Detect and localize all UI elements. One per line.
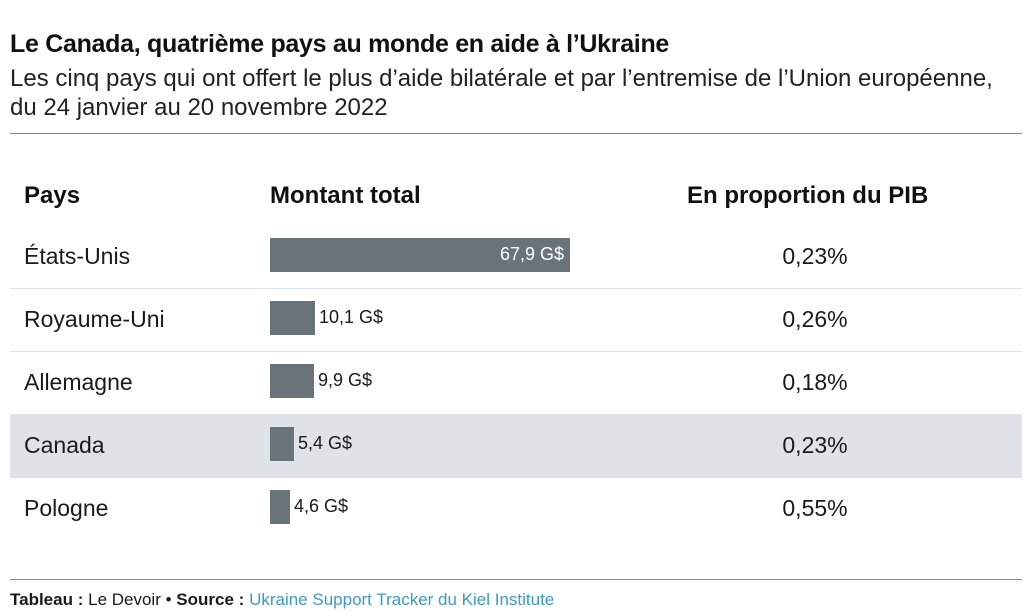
country-label: Pologne: [24, 495, 109, 521]
amount-bar: [270, 364, 314, 398]
data-table: Pays Montant total En proportion du PIB …: [10, 168, 1022, 540]
country-label: Canada: [24, 432, 105, 458]
amount-label: 10,1 G$: [319, 307, 384, 327]
footer-source-label: Source :: [176, 590, 245, 609]
amount-label: 5,4 G$: [298, 433, 353, 453]
footer-separator: •: [165, 590, 172, 609]
table-header: Pays Montant total En proportion du PIB: [10, 168, 1022, 226]
footer-table-value: Le Devoir: [88, 590, 161, 609]
table-row: Royaume-Uni 10,1 G$ 0,26%: [10, 289, 1022, 352]
table-body: États-Unis 67,9 G$ 0,23% Royaume-Uni 10,1 G$…: [10, 226, 1022, 540]
gdp-share-value: 0,55%: [782, 495, 848, 521]
footer: Tableau : Le Devoir • Source : Ukraine S…: [10, 590, 554, 610]
top-divider: [10, 133, 1022, 134]
amount-label: 67,9 G$: [499, 244, 564, 264]
amount-label: 9,9 G$: [318, 370, 373, 390]
amount-bar: [270, 301, 315, 335]
footer-table-label: Tableau :: [10, 590, 84, 609]
gdp-share-value: 0,23%: [782, 243, 848, 269]
chart-subtitle: Les cinq pays qui ont offert le plus d’a…: [10, 65, 993, 121]
country-label: Allemagne: [24, 369, 133, 395]
country-label: Royaume-Uni: [24, 306, 165, 332]
amount-bar: [270, 490, 290, 524]
header-country: Pays: [24, 182, 81, 209]
country-label: États-Unis: [24, 243, 131, 269]
table-row: Allemagne 9,9 G$ 0,18%: [10, 352, 1022, 415]
table-row: Canada 5,4 G$ 0,23%: [10, 415, 1022, 478]
amount-bar: [270, 427, 294, 461]
header-amount: Montant total: [270, 182, 421, 209]
table-row: Pologne 4,6 G$ 0,55%: [10, 478, 1022, 540]
source-link[interactable]: Ukraine Support Tracker du Kiel Institut…: [249, 590, 555, 609]
bottom-divider: [10, 579, 1022, 580]
amount-bar: [270, 238, 570, 272]
amount-label: 4,6 G$: [294, 496, 349, 516]
gdp-share-value: 0,26%: [782, 306, 848, 332]
gdp-share-value: 0,18%: [782, 369, 848, 395]
gdp-share-value: 0,23%: [782, 432, 848, 458]
table-row: États-Unis 67,9 G$ 0,23%: [10, 226, 1022, 289]
chart-title: Le Canada, quatrième pays au monde en ai…: [10, 30, 670, 58]
header-gdp: En proportion du PIB: [687, 182, 929, 209]
